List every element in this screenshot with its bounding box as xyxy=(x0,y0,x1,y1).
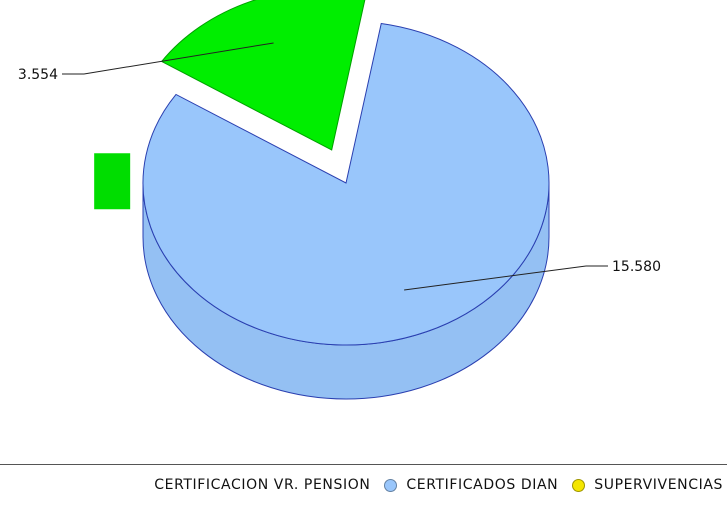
pie-tops xyxy=(142,0,550,346)
leader-line-certificados-dian xyxy=(404,265,587,291)
legend-swatch-supervivencias xyxy=(572,478,586,492)
pie-slice-supervivencias xyxy=(160,0,366,151)
legend-item-supervivencias: SUPERVIVENCIAS xyxy=(572,477,723,493)
pie-chart: 15.580 3.554 xyxy=(18,0,661,400)
chart-legend: CERTIFICACION VR. PENSION CERTIFICADOS D… xyxy=(0,464,727,506)
leader-line-supervivencias xyxy=(83,42,274,75)
pie-slice-certificados-dian xyxy=(142,22,550,346)
legend-label-certificados-dian: CERTIFICADOS DIAN xyxy=(406,477,559,493)
legend-swatch-certificados-dian xyxy=(384,478,398,492)
data-label-certificados-dian: 15.580 xyxy=(612,259,661,275)
legend-label-supervivencias: SUPERVIVENCIAS xyxy=(594,477,723,493)
pie-labels: 15.580 3.554 xyxy=(18,42,661,291)
data-label-supervivencias: 3.554 xyxy=(18,67,58,83)
pie-side-supervivencias xyxy=(94,153,131,210)
legend-label-certificacion: CERTIFICACION VR. PENSION xyxy=(154,477,371,493)
legend-track: CERTIFICACION VR. PENSION CERTIFICADOS D… xyxy=(154,477,723,493)
legend-item-certificacion: CERTIFICACION VR. PENSION xyxy=(154,477,370,493)
legend-item-certificados-dian: CERTIFICADOS DIAN xyxy=(384,477,558,493)
